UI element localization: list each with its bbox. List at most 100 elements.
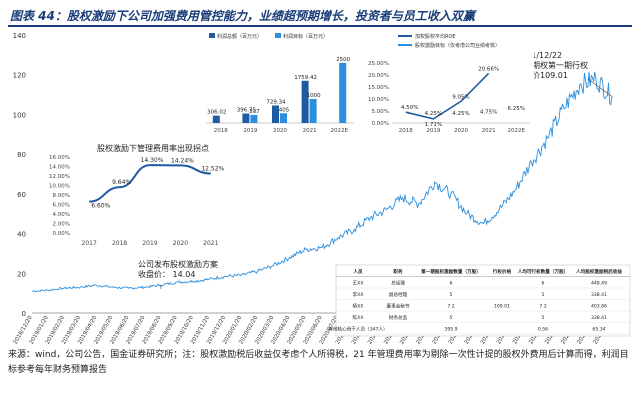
table-header: 行权价格	[492, 268, 512, 275]
y-tick-label: 8.00%	[53, 193, 70, 199]
bar	[309, 99, 317, 123]
y-tick-label: 14.00%	[49, 165, 70, 171]
table-header: 人均股权激励税后收益	[575, 268, 622, 275]
x-tick-label: 2022E	[507, 128, 525, 134]
table-cell: 陈XX	[353, 314, 364, 321]
y-tick-label: 16.00%	[49, 155, 70, 161]
y-tick-label: 0	[22, 310, 26, 318]
y-tick-label: 10.00%	[368, 97, 389, 103]
bar	[339, 63, 347, 123]
y-tick-label: 5.00%	[372, 109, 389, 115]
y-tick-label: 12.00%	[49, 174, 70, 180]
y-tick-label: 25.00%	[368, 61, 389, 67]
table-cell: 7.2	[539, 304, 546, 310]
bar	[250, 114, 258, 123]
y-tick-label: 6.00%	[53, 203, 70, 209]
table-cell: 副总经理	[389, 291, 408, 298]
main-price-line	[31, 71, 613, 293]
inset-roe-lines: 加权股权平均ROE 股权激励目标（仅考虑公司业绩考核） 0.00% 5.00% 10.0…	[364, 33, 534, 137]
data-label: 20.66%	[478, 66, 499, 72]
table-cell: 5	[450, 292, 453, 298]
x-tick-label: 2018	[399, 128, 413, 134]
annotation-text: 收盘价109.01	[516, 70, 568, 80]
legend-swatch	[209, 33, 215, 38]
title-rule	[8, 25, 632, 27]
table-cell: 0.56	[538, 327, 548, 333]
x-tick-label: 2020	[454, 128, 468, 134]
x-tick-label: 2018	[112, 240, 127, 247]
annotation-leader	[587, 78, 613, 97]
x-tick-label: 2021	[303, 128, 317, 134]
table-cell: 5	[542, 292, 545, 298]
y-tick-label: 20.00%	[368, 73, 389, 79]
x-tick-label: 2021	[203, 240, 218, 247]
inset-admin-expense-rate: 股权激励下管理费用率出现拐点 0.00% 2.00% 4.00% 6.00% 8.00% 1…	[38, 139, 234, 257]
x-tick-label: 2020	[173, 240, 188, 247]
table-cell: 王XX	[353, 281, 364, 287]
y-tick-label: 100	[13, 111, 26, 119]
legend-label: 股权激励目标（仅考虑公司业绩考核）	[415, 42, 500, 49]
target-label: 4.75%	[480, 110, 497, 116]
data-label: 1759.42	[294, 75, 317, 81]
legend-label: 加权股权平均ROE	[415, 33, 456, 40]
y-tick-label: 2.00%	[53, 222, 70, 228]
table-header: 第一期股权激励数量（万股）	[421, 268, 481, 275]
data-label: 405	[279, 107, 290, 113]
table-cell: 李XX	[353, 291, 364, 298]
bar	[212, 115, 220, 123]
data-label: 1000	[307, 93, 321, 99]
table-cell: 杨XX	[353, 303, 364, 310]
data-label: 337	[249, 109, 260, 115]
y-tick-label: 80	[17, 151, 26, 159]
target-label: 6.25%	[507, 106, 524, 112]
x-tick-label: 2018	[214, 128, 228, 134]
x-tick-label: 2019	[142, 240, 157, 247]
data-label: 9.64%	[112, 179, 131, 186]
annotation-text: 收盘价： 14.04	[138, 269, 195, 279]
table-header: 人员	[352, 268, 363, 275]
y-tick-label: 40	[17, 231, 26, 239]
table-cell: 董事会秘书	[387, 303, 410, 310]
x-tick-label: 2019	[426, 128, 440, 134]
y-tick-label: 0.00%	[53, 231, 70, 237]
x-tick-label: 2019	[243, 128, 257, 134]
y-tick-label: 15.00%	[368, 85, 389, 91]
price-series-line	[31, 71, 613, 293]
table-background	[335, 264, 631, 337]
data-label: 14.30%	[141, 157, 164, 164]
table-cell: 5	[450, 315, 453, 321]
y-tick-label: 4.00%	[53, 212, 70, 218]
x-tick-label: 2017	[82, 240, 97, 247]
source-note: 来源：wind，公司公告，国金证券研究所；注：股权激励税后收益仅考虑个人所得税，…	[8, 350, 629, 375]
x-tick-label: 2020	[273, 128, 287, 134]
data-label: 9.05%	[452, 94, 469, 100]
table-cell: 6	[542, 281, 545, 287]
inset-incentive-table: 人员 职务 第一期股权激励数量（万股） 行权价格 人均可行权数量（万股） 人均股权激励税后…	[328, 264, 631, 337]
y-tick-label: 20	[17, 270, 26, 278]
y-tick-label: 60	[17, 191, 26, 199]
y-tick-label: 10.00%	[49, 184, 70, 190]
x-tick-label: 2021	[482, 128, 496, 134]
table-cell: 7.2	[447, 304, 454, 310]
legend-label: 利润总额（百万元）	[217, 33, 262, 40]
table-cell: 65.34	[592, 327, 605, 333]
inset-profit-bars: 利润总额（百万元） 利润目标（百万元） 2018 306.02 2019 396.7533…	[200, 33, 356, 139]
bar	[272, 105, 279, 123]
table-header: 人均可行权数量（万股）	[517, 268, 569, 275]
data-label: 2500	[336, 57, 350, 63]
data-label: 6.60%	[91, 203, 110, 210]
data-label: 4.50%	[401, 105, 418, 111]
table-cell: 338.41	[591, 292, 607, 298]
inset-title: 股权激励下管理费用率出现拐点	[97, 143, 209, 153]
y-tick-label: 140	[13, 32, 26, 40]
table-cell: 403.86	[591, 304, 607, 310]
bar	[242, 113, 250, 123]
inset-background	[364, 33, 534, 137]
annotation-text: 2021/12/22	[516, 51, 562, 60]
y-tick-label: 0.00%	[372, 121, 389, 127]
roe-line	[405, 72, 490, 120]
annotation-text: 股票期权第一期行权	[516, 60, 588, 70]
bar	[280, 113, 287, 123]
bar	[301, 80, 309, 123]
